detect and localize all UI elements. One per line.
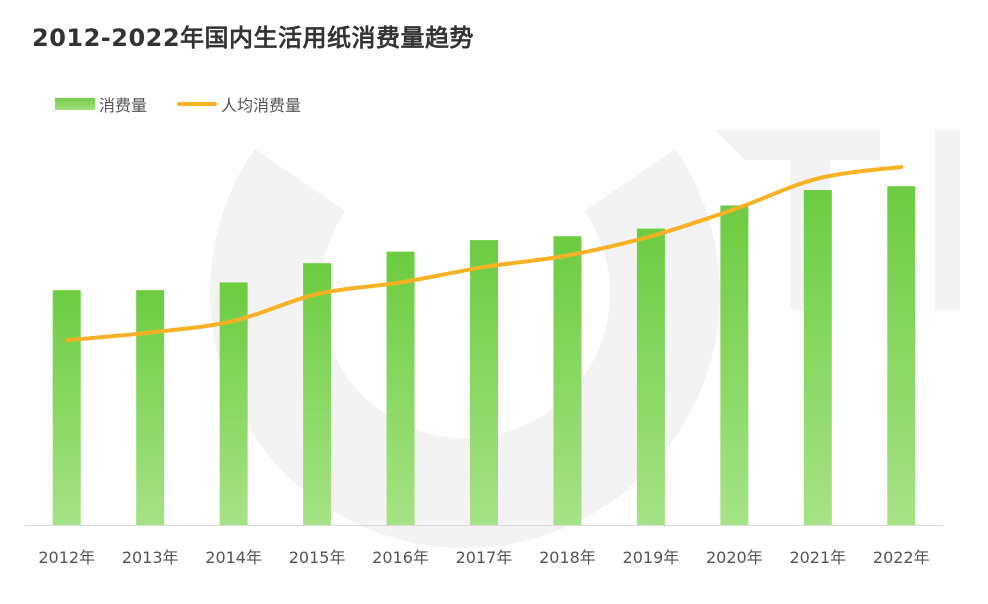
watermark-logo	[210, 130, 960, 549]
x-tick-label: 2021年	[789, 548, 846, 567]
legend-line-swatch	[177, 102, 218, 106]
line-series	[64, 164, 904, 343]
bar-2021年	[803, 190, 832, 526]
x-tick-label: 2018年	[539, 548, 596, 567]
x-tick-label: 2017年	[456, 548, 513, 567]
line-per-capita	[64, 164, 904, 343]
legend-bar-swatch	[55, 98, 95, 110]
legend-line-label: 人均消费量	[221, 96, 302, 115]
x-tick-label: 2022年	[873, 548, 930, 567]
bar-2019年	[636, 228, 665, 526]
bar-2013年	[136, 290, 165, 525]
legend-bar-label: 消费量	[99, 96, 148, 115]
legend-item-line: 人均消费量	[177, 92, 301, 116]
x-tick-label: 2020年	[706, 548, 763, 567]
watermark-glyph-2	[935, 130, 960, 310]
x-tick-label: 2013年	[122, 548, 179, 567]
bar-2017年	[470, 240, 498, 525]
bar-2018年	[553, 236, 582, 525]
bar-2012年	[52, 290, 81, 525]
bar-2020年	[720, 205, 749, 525]
bar-2015年	[303, 263, 332, 525]
x-tick-label: 2014年	[205, 548, 262, 567]
bar-2016年	[386, 251, 415, 525]
chart-title: 2012-2022年国内生活用纸消费量趋势	[32, 24, 475, 52]
legend-item-bar: 消费量	[55, 92, 147, 116]
legend: 消费量 人均消费量	[55, 92, 331, 116]
x-tick-label: 2012年	[38, 548, 95, 567]
x-tick-label: 2019年	[623, 548, 680, 567]
x-tick-label: 2015年	[289, 548, 346, 567]
x-tick-labels: 2012年 2013年 2014年 2015年 2016年 2017年 2018年 2019年…	[38, 548, 929, 567]
watermark-glyph-1	[715, 130, 880, 310]
bar-2022年	[887, 186, 916, 525]
x-tick-label: 2016年	[372, 548, 429, 567]
bar-series	[52, 186, 916, 526]
